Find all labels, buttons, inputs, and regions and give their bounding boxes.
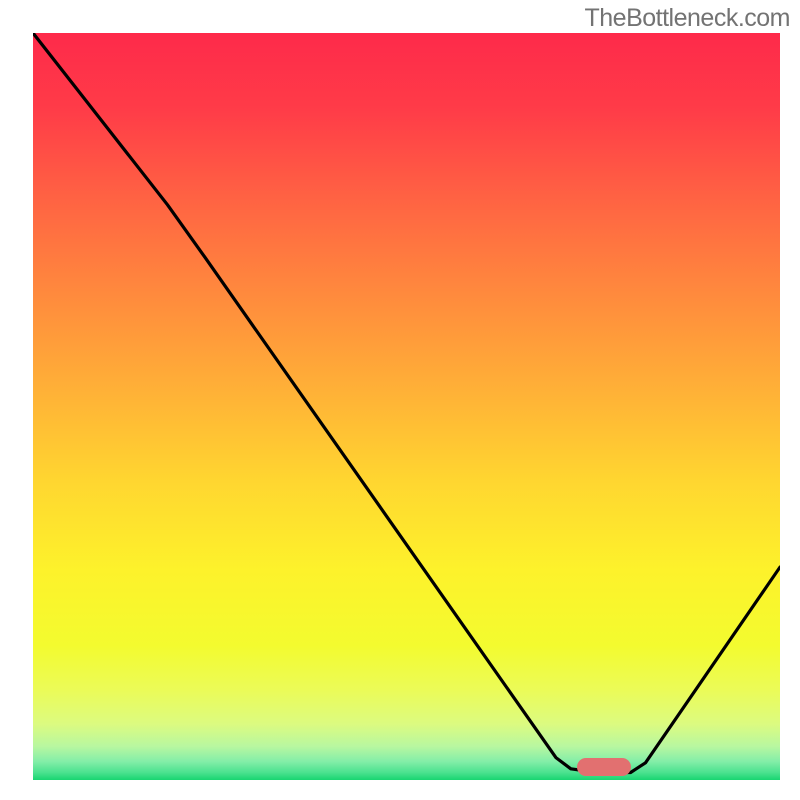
watermark-text: TheBottleneck.com (585, 4, 791, 33)
bottleneck-curve (33, 33, 780, 780)
optimal-point-marker (577, 758, 631, 776)
chart-canvas: TheBottleneck.com (0, 0, 800, 800)
plot-area (33, 33, 780, 780)
